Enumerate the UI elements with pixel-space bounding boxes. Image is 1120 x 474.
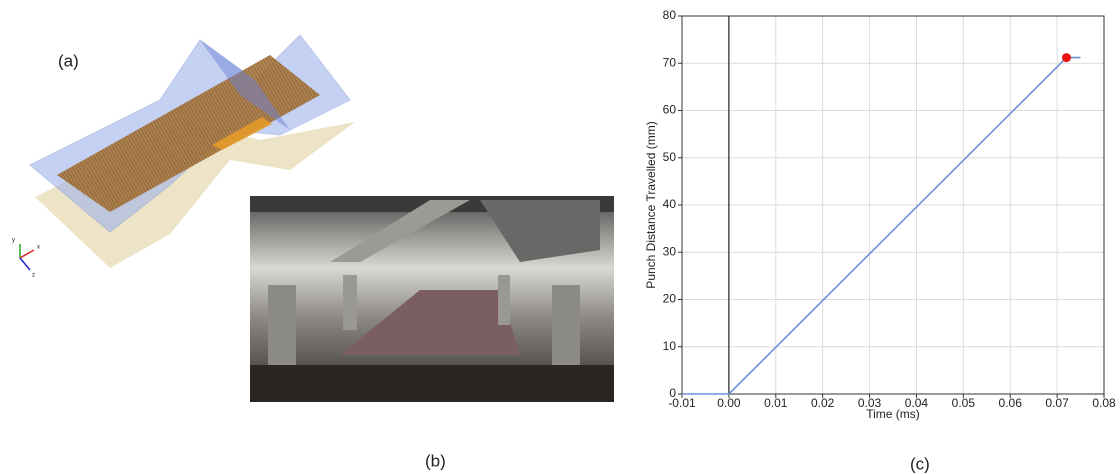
data-line bbox=[682, 56, 1081, 395]
y-tick-label: 40 bbox=[663, 197, 677, 211]
y-tick-label: 60 bbox=[663, 103, 677, 117]
y-tick-label: 50 bbox=[663, 150, 677, 164]
x-tick-label: 0.03 bbox=[858, 396, 882, 410]
x-tick-label: 0.06 bbox=[999, 396, 1023, 410]
panel-label: (b) bbox=[425, 451, 446, 470]
x-tick-label: 0.05 bbox=[952, 396, 976, 410]
x-tick-label: 0.01 bbox=[764, 396, 788, 410]
y-tick-label: 10 bbox=[663, 339, 677, 353]
triad-label: z bbox=[32, 273, 35, 279]
y-tick-label: 20 bbox=[663, 292, 677, 306]
x-tick-label: 0.02 bbox=[811, 396, 835, 410]
x-tick-label: -0.01 bbox=[668, 396, 696, 410]
model-render bbox=[19, 34, 355, 271]
plot-frame bbox=[681, 15, 1105, 395]
x-axis-label: Time (ms) bbox=[866, 407, 920, 421]
panel-label: (a) bbox=[58, 51, 79, 70]
triad-label: y bbox=[12, 238, 15, 244]
y-tick-label: 80 bbox=[663, 8, 677, 22]
x-tick-label: 0.08 bbox=[1092, 396, 1116, 410]
y-tick-label: 0 bbox=[669, 386, 676, 400]
y-tick-label: 30 bbox=[663, 244, 677, 258]
y-axis-label: Punch Distance Travelled (mm) bbox=[644, 121, 658, 288]
current-point bbox=[1061, 53, 1071, 63]
x-tick-label: 0.00 bbox=[717, 396, 741, 410]
panel-label: (c) bbox=[910, 454, 930, 473]
x-tick-label: 0.04 bbox=[905, 396, 929, 410]
photo bbox=[250, 196, 614, 402]
x-tick-label: 0.07 bbox=[1045, 396, 1069, 410]
triad-label: x bbox=[37, 245, 40, 251]
y-tick-label: 70 bbox=[663, 55, 677, 69]
